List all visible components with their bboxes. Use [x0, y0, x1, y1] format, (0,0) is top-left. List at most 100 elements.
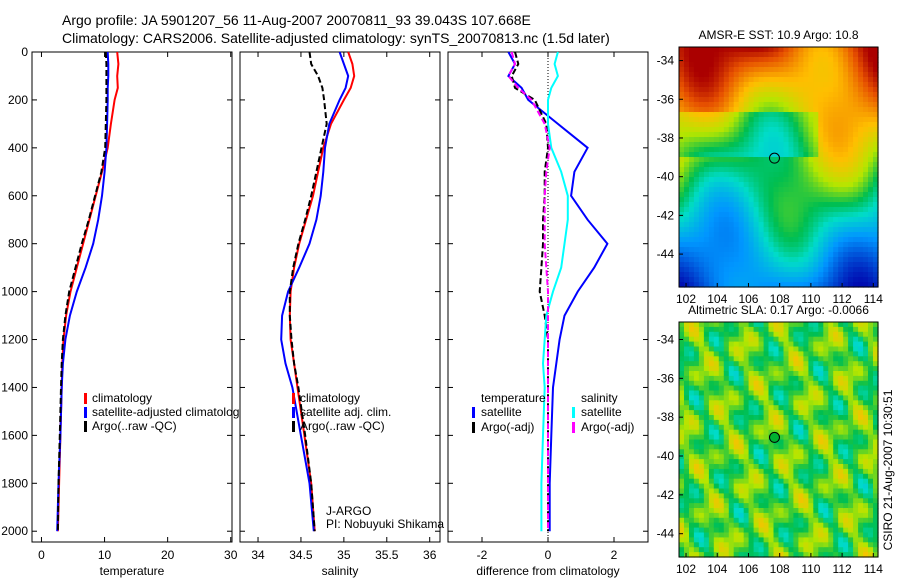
heatmap-cell	[728, 137, 735, 143]
heatmap-cell	[778, 410, 785, 416]
heatmap-cell	[813, 47, 819, 53]
heatmap-cell	[808, 207, 814, 213]
heatmap-cell	[803, 107, 809, 113]
heatmap-cell	[723, 468, 730, 475]
y-tick-label: -44	[657, 527, 675, 541]
heatmap-cell	[708, 172, 715, 178]
heatmap-cell	[728, 464, 735, 470]
heatmap-cell	[768, 419, 775, 426]
heatmap-cell	[763, 52, 770, 58]
heatmap-cell	[868, 542, 874, 548]
heatmap-cell	[823, 361, 829, 367]
heatmap-cell	[873, 187, 879, 193]
heatmap-cell	[738, 67, 745, 73]
heatmap-cell	[743, 503, 750, 509]
heatmap-cell	[803, 52, 809, 58]
heatmap-cell	[793, 439, 799, 445]
heatmap-cell	[728, 419, 735, 426]
heatmap-cell	[763, 366, 770, 372]
heatmap-cell	[838, 483, 844, 490]
heatmap-cell	[793, 493, 799, 499]
heatmap-cell	[698, 473, 705, 480]
heatmap-cell	[783, 488, 790, 494]
heatmap-cell	[783, 322, 790, 328]
heatmap-cell	[703, 272, 710, 278]
heatmap-cell	[703, 464, 710, 470]
legend-swatch	[292, 407, 295, 418]
heatmap-cell	[778, 331, 785, 338]
heatmap-cell	[778, 361, 785, 367]
heatmap-cell	[689, 62, 695, 68]
x-tick-label: 34	[251, 548, 265, 562]
heatmap-cell	[873, 356, 879, 362]
heatmap-cell	[813, 385, 819, 392]
heatmap-cell	[778, 483, 785, 490]
heatmap-cell	[763, 449, 770, 455]
heatmap-cell	[703, 493, 710, 499]
heatmap-cell	[803, 385, 809, 392]
heatmap-cell	[758, 419, 765, 426]
heatmap-cell	[679, 415, 685, 421]
heatmap-cell	[708, 512, 715, 519]
heatmap-cell	[693, 429, 700, 436]
heatmap-cell	[748, 267, 755, 273]
heatmap-cell	[793, 172, 799, 178]
heatmap-cell	[793, 537, 799, 543]
heatmap-cell	[813, 107, 819, 113]
heatmap-cell	[813, 262, 819, 268]
heatmap-cell	[723, 102, 730, 108]
heatmap-cell	[868, 336, 874, 343]
heatmap-cell	[848, 424, 854, 431]
heatmap-cell	[748, 424, 755, 431]
heatmap-cell	[703, 262, 710, 268]
heatmap-cell	[758, 439, 765, 445]
heatmap-cell	[788, 62, 795, 68]
heatmap-cell	[723, 147, 730, 153]
heatmap-cell	[793, 242, 799, 248]
heatmap-cell	[873, 152, 879, 158]
heatmap-cell	[698, 192, 705, 198]
heatmap-cell	[838, 390, 844, 396]
heatmap-cell	[748, 157, 755, 163]
heatmap-cell	[723, 390, 730, 396]
heatmap-cell	[733, 380, 740, 387]
heatmap-cell	[713, 346, 720, 352]
heatmap-cell	[803, 375, 809, 382]
heatmap-cell	[693, 167, 700, 173]
heatmap-cell	[753, 346, 760, 352]
heatmap-cell	[863, 375, 869, 382]
heatmap-cell	[793, 142, 799, 148]
heatmap-cell	[733, 192, 740, 198]
heatmap-cell	[733, 326, 740, 333]
heatmap-cell	[793, 361, 799, 367]
heatmap-cell	[728, 527, 735, 534]
heatmap-cell	[863, 257, 869, 263]
heatmap-cell	[713, 127, 720, 133]
heatmap-cell	[783, 552, 790, 558]
heatmap-cell	[738, 449, 745, 455]
heatmap-cell	[758, 375, 765, 382]
heatmap-cell	[873, 282, 879, 288]
heatmap-cell	[684, 532, 690, 538]
heatmap-cell	[828, 336, 834, 343]
heatmap-cell	[823, 385, 829, 392]
heatmap-cell	[748, 72, 755, 78]
heatmap-cell	[679, 182, 685, 188]
heatmap-cell	[748, 405, 755, 411]
heatmap-cell	[693, 375, 700, 382]
heatmap-cell	[778, 112, 785, 118]
heatmap-cell	[858, 405, 864, 411]
heatmap-cell	[778, 167, 785, 173]
heatmap-cell	[868, 232, 874, 238]
heatmap-cell	[713, 107, 720, 113]
heatmap-cell	[848, 512, 854, 519]
heatmap-cell	[788, 331, 795, 338]
heatmap-cell	[783, 385, 790, 392]
heatmap-cell	[723, 341, 730, 348]
heatmap-cell	[738, 72, 745, 78]
heatmap-cell	[868, 395, 874, 401]
heatmap-cell	[833, 400, 839, 406]
heatmap-cell	[833, 439, 839, 445]
heatmap-cell	[818, 202, 824, 208]
heatmap-cell	[788, 152, 795, 158]
